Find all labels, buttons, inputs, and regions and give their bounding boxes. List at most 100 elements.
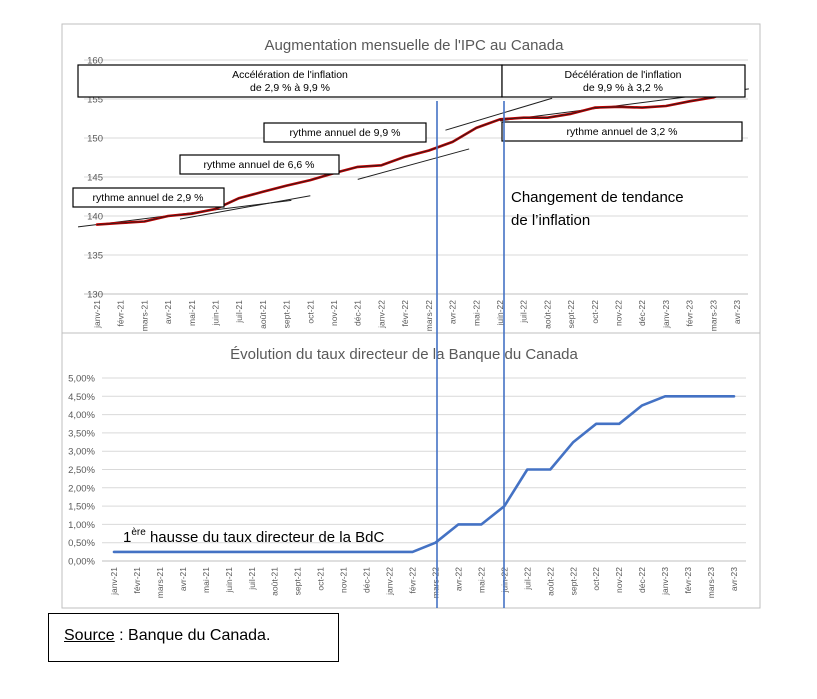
rate-x-tick-label: mai-21	[201, 567, 211, 593]
cpi-x-tick-label: juil-22	[519, 300, 529, 324]
rythme-32-box	[501, 121, 743, 142]
rythme-66-box	[179, 154, 340, 175]
cpi-y-tick-label: 140	[87, 212, 103, 223]
rate-x-tick-label: avr-21	[178, 567, 188, 591]
rate-x-tick-label: déc-21	[362, 567, 372, 593]
cpi-x-tick-label: févr-21	[116, 300, 126, 327]
cpi-x-tick-label: juin-21	[211, 300, 221, 327]
cpi-x-tick-label: janv-23	[661, 300, 671, 329]
cpi-x-tick-label: août-21	[258, 300, 268, 329]
cpi-x-tick-labels: janv-21 févr-21 mars-21 avr-21 mai-21 juin-21…	[92, 300, 742, 331]
cpi-x-tick-label: avr-21	[163, 300, 173, 324]
rate-y-tick-label: 4,00%	[68, 410, 95, 421]
rate-x-tick-label: oct-21	[316, 567, 326, 591]
rythme-29-box	[72, 187, 225, 208]
cpi-x-tick-label: mai-22	[471, 300, 481, 326]
hausse-label: 1ère hausse du taux directeur de la BdC	[123, 527, 384, 546]
cpi-y-tick-label: 150	[87, 134, 103, 145]
cpi-series-overlay	[96, 87, 738, 225]
cpi-x-tick-label: juin-22	[495, 300, 505, 327]
hausse-label-text: hausse du taux directeur de la BdC	[146, 529, 385, 546]
rate-x-tick-label: déc-22	[637, 567, 647, 593]
source-label: Source	[64, 627, 115, 644]
cpi-y-tick-label: 135	[87, 251, 103, 262]
rythme-99-label: rythme annuel de 9,9 %	[290, 127, 401, 139]
rate-x-tick-label: mars-22	[430, 567, 440, 598]
cpi-x-tick-label: févr-23	[685, 300, 695, 327]
cpi-y-tick-label: 145	[87, 173, 103, 184]
cpi-series-layer	[95, 86, 739, 226]
cpi-x-tick-label: déc-22	[637, 300, 647, 326]
cpi-trend-line	[357, 148, 470, 180]
changement-label-line2: de l’inflation	[511, 212, 590, 229]
cpi-y-tick-label: 130	[87, 290, 103, 301]
cpi-y-tick-label: 155	[87, 95, 103, 106]
rate-x-tick-label: avr-22	[453, 567, 463, 591]
rate-x-tick-label: nov-22	[614, 567, 624, 593]
cpi-trend-line	[179, 195, 311, 220]
rate-series-line	[112, 394, 736, 554]
rate-y-tick-labels: 0,00% 0,50% 1,00% 1,50% 2,00% 2,50% 3,00% 3,50%…	[68, 374, 95, 568]
rate-gridlines	[102, 377, 746, 562]
rate-x-tick-label: août-21	[270, 567, 280, 596]
rate-x-tick-label: janv-23	[660, 567, 670, 596]
acceleration-label-line2: de 2,9 % à 9,9 %	[250, 82, 330, 94]
cpi-chart-title: Augmentation mensuelle de l'IPC au Canad…	[265, 37, 565, 54]
cpi-x-tick-label: juil-21	[234, 300, 244, 324]
rate-y-tick-label: 2,50%	[68, 465, 95, 476]
rythme-29-label: rythme annuel de 2,9 %	[93, 192, 204, 204]
rate-x-tick-label: avr-23	[729, 567, 739, 591]
cpi-x-tick-label: déc-21	[353, 300, 363, 326]
cpi-x-tick-label: sept-22	[566, 300, 576, 329]
cpi-y-tick-label: 160	[87, 56, 103, 67]
rate-y-tick-label: 0,00%	[68, 557, 95, 568]
rate-x-tick-label: juil-22	[522, 567, 532, 591]
rate-x-tick-label: mars-21	[155, 567, 165, 598]
rate-x-tick-label: sept-21	[293, 567, 303, 596]
rate-x-tick-label: nov-21	[339, 567, 349, 593]
rate-x-tick-label: févr-23	[683, 567, 693, 594]
acceleration-label-line1: Accélération de l'inflation	[232, 69, 348, 81]
deceleration-label-line2: de 9,9 % à 3,2 %	[583, 82, 663, 94]
cpi-x-tick-label: mai-21	[187, 300, 197, 326]
deceleration-box	[501, 64, 746, 98]
cpi-x-tick-label: févr-22	[400, 300, 410, 327]
cpi-y-tick-labels: 130 135 140 145 150 155 160	[87, 56, 103, 301]
rate-chart-title: Évolution du taux directeur de la Banque…	[230, 346, 578, 363]
cpi-x-tick-label: janv-21	[92, 300, 102, 329]
rate-x-tick-label: févr-22	[408, 567, 418, 594]
rate-x-tick-label: mars-23	[706, 567, 716, 598]
cpi-x-tick-label: janv-22	[376, 300, 386, 329]
cpi-x-tick-label: mars-21	[139, 300, 149, 331]
rythme-32-label: rythme annuel de 3,2 %	[567, 126, 678, 138]
rate-series-layer	[112, 394, 736, 554]
changement-label-line1: Changement de tendance	[511, 189, 684, 206]
cpi-x-tick-label: oct-22	[590, 300, 600, 324]
cpi-x-tick-label: nov-21	[329, 300, 339, 326]
rythme-99-box	[263, 122, 427, 143]
hausse-label-prefix: 1	[123, 529, 131, 546]
rate-x-tick-label: janv-21	[109, 567, 119, 596]
rate-y-tick-label: 1,00%	[68, 520, 95, 531]
cpi-x-tick-label: nov-22	[613, 300, 623, 326]
rate-y-tick-label: 1,50%	[68, 502, 95, 513]
rate-y-tick-label: 3,00%	[68, 447, 95, 458]
source-text: : Banque du Canada.	[114, 627, 271, 644]
cpi-x-tick-label: oct-21	[305, 300, 315, 324]
rate-x-tick-label: févr-21	[132, 567, 142, 594]
rate-y-tick-label: 0,50%	[68, 538, 95, 549]
rate-x-tick-label: juil-21	[247, 567, 257, 591]
cpi-x-tick-label: août-22	[542, 300, 552, 329]
cpi-x-tick-label: mars-23	[708, 300, 718, 331]
acceleration-box	[77, 64, 503, 98]
hausse-label-superscript: ère	[131, 527, 146, 538]
rate-x-tick-label: oct-22	[591, 567, 601, 591]
rate-x-tick-label: mai-22	[476, 567, 486, 593]
cpi-trend-line	[445, 97, 553, 131]
rate-x-tick-label: juin-21	[224, 567, 234, 594]
rate-y-tick-label: 4,50%	[68, 392, 95, 403]
rate-y-tick-label: 2,00%	[68, 483, 95, 494]
rate-y-tick-label: 3,50%	[68, 428, 95, 439]
cpi-x-tick-label: sept-21	[282, 300, 292, 329]
